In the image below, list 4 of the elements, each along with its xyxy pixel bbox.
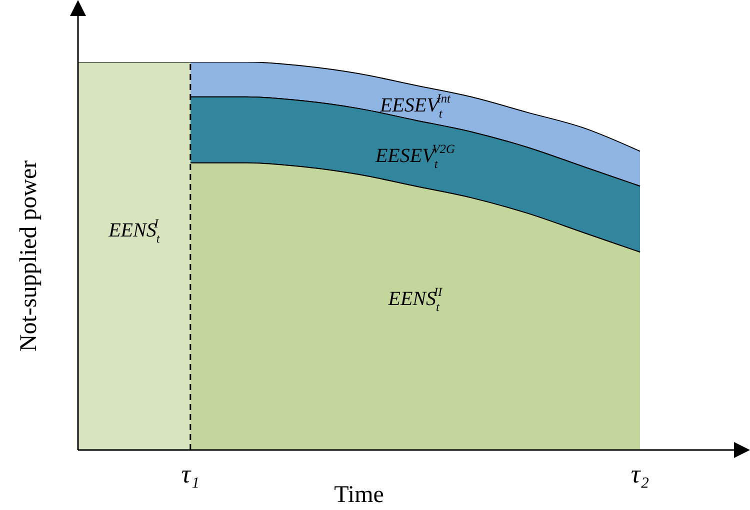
y-axis-title: Not-supplied power <box>16 160 42 352</box>
x-tick-label: τ₂ <box>630 459 650 488</box>
x-axis-title: Time <box>334 482 384 508</box>
x-tick-label: τ₁ <box>181 459 200 488</box>
